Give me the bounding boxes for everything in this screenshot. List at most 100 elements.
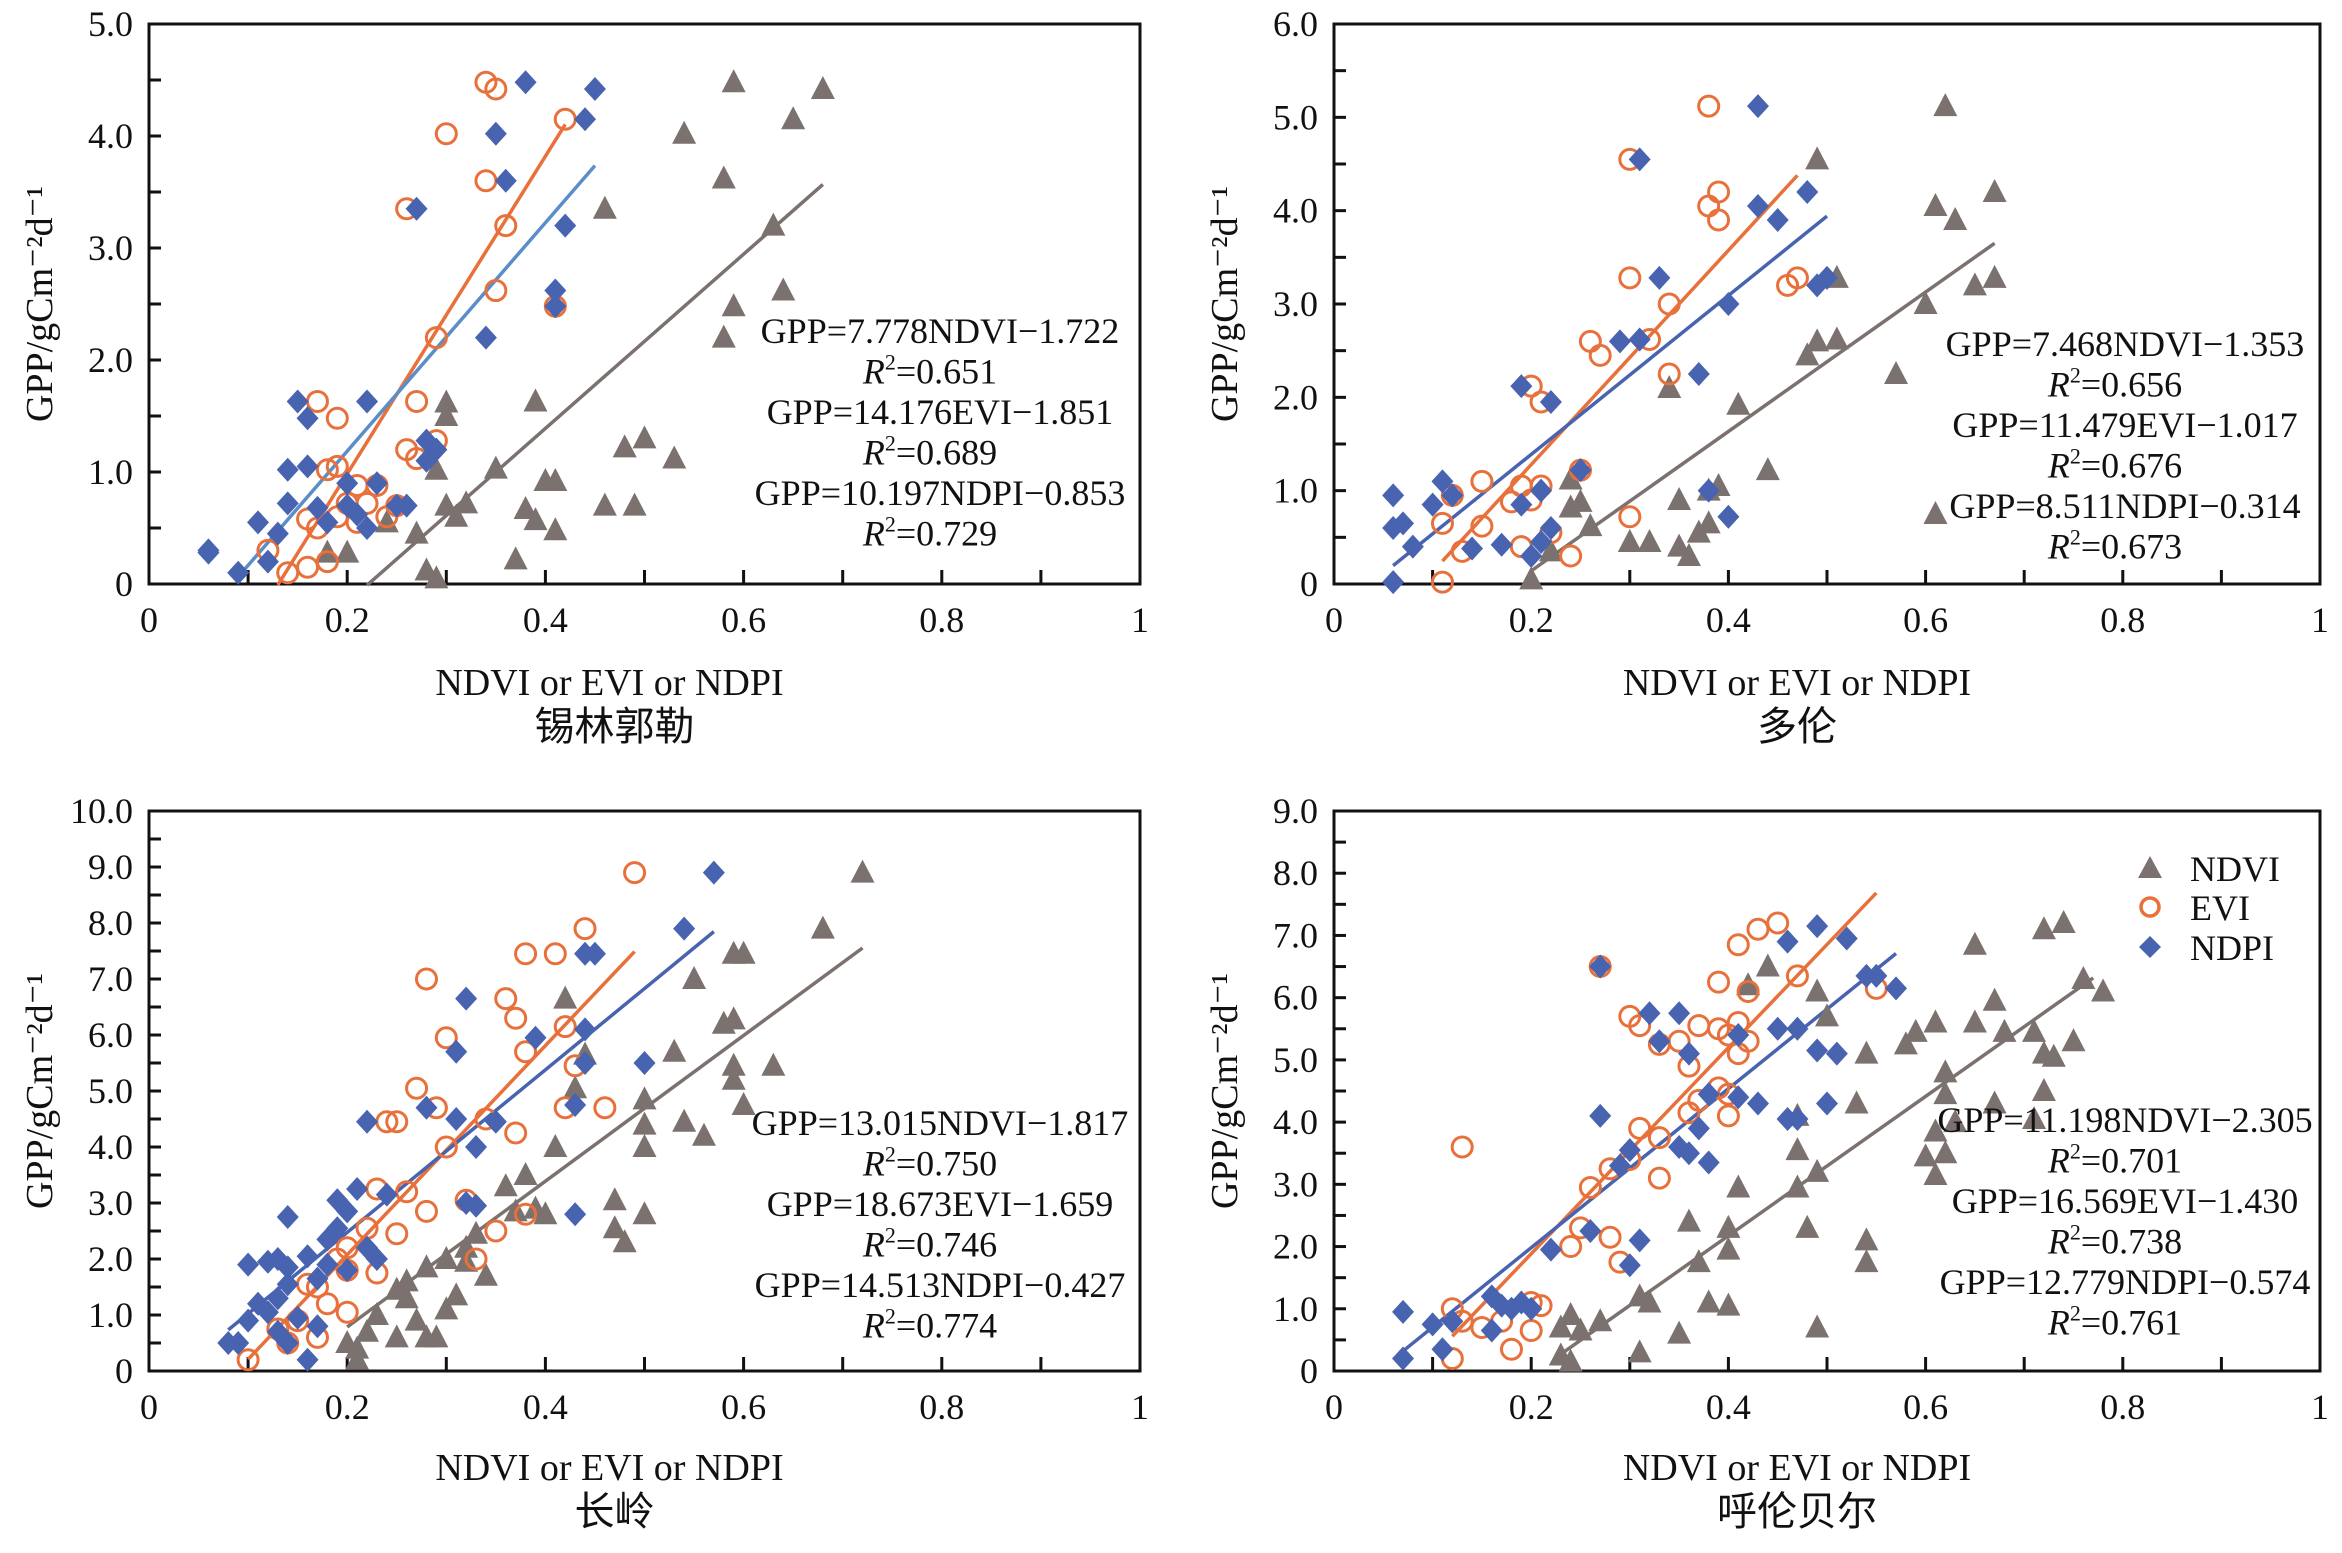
point-evi bbox=[1726, 933, 1750, 957]
point-ndvi bbox=[1824, 326, 1849, 350]
point-ndvi bbox=[345, 1346, 370, 1370]
point-ndpi bbox=[365, 471, 388, 496]
panel-1: 0 1.0 2.0 3.0 4.0 5.0 0 0.2 0.4 0.6 0.8 1 NDVI or EV… bbox=[19, 4, 1149, 749]
point-ndpi bbox=[1885, 976, 1908, 1001]
fit-equation: GPP=12.779NDPI−0.574 bbox=[1940, 1262, 2311, 1302]
point-ndpi bbox=[256, 549, 279, 574]
point-ndvi bbox=[1637, 1289, 1662, 1313]
point-ndvi bbox=[424, 565, 449, 589]
point-ndvi bbox=[632, 1201, 657, 1225]
point-ndvi bbox=[434, 403, 459, 426]
point-ndpi bbox=[356, 1109, 379, 1134]
point-ndvi bbox=[1923, 1009, 1948, 1033]
point-ndvi bbox=[622, 492, 647, 516]
point-ndvi bbox=[632, 1086, 657, 1110]
point-evi bbox=[504, 1006, 528, 1030]
point-ndpi bbox=[1539, 516, 1562, 540]
point-ndvi bbox=[850, 859, 875, 883]
point-ndvi bbox=[533, 1201, 558, 1225]
point-ndpi bbox=[544, 278, 567, 303]
point-ndpi bbox=[276, 1272, 299, 1297]
point-ndpi bbox=[1441, 483, 1464, 508]
y-tick-label: 0 bbox=[115, 564, 133, 604]
point-ndvi bbox=[1588, 1308, 1613, 1332]
point-ndpi bbox=[1816, 1091, 1838, 1116]
point-ndvi bbox=[434, 1296, 459, 1320]
y-tick-label: 5.0 bbox=[1273, 97, 1318, 137]
point-evi bbox=[1707, 208, 1731, 232]
point-evi bbox=[1776, 273, 1800, 297]
point-ndpi bbox=[1628, 327, 1651, 352]
point-evi bbox=[1588, 343, 1612, 367]
point-ndvi bbox=[1726, 391, 1751, 415]
point-ndpi bbox=[1500, 1296, 1523, 1321]
point-evi bbox=[395, 1180, 419, 1204]
point-ndpi bbox=[336, 1258, 359, 1283]
y-tick-label: 1.0 bbox=[1273, 471, 1318, 511]
point-evi bbox=[514, 942, 538, 966]
x-tick-label: 1 bbox=[2311, 600, 2329, 640]
fit-r-squared: R2=0.746 bbox=[862, 1223, 997, 1265]
point-ndpi bbox=[1421, 492, 1444, 517]
point-ndvi bbox=[523, 507, 548, 531]
point-evi bbox=[1618, 266, 1642, 290]
point-ndvi bbox=[810, 915, 835, 939]
point-ndpi bbox=[1589, 1103, 1612, 1128]
legend-label-ndpi: NDPI bbox=[2190, 928, 2274, 968]
point-ndvi bbox=[543, 467, 568, 491]
point-ndpi bbox=[544, 294, 567, 319]
point-evi bbox=[325, 454, 349, 478]
point-evi bbox=[1707, 180, 1731, 204]
point-ndpi bbox=[1648, 1029, 1671, 1054]
point-ndpi bbox=[1806, 914, 1829, 939]
point-ndpi bbox=[306, 495, 329, 520]
point-ndpi bbox=[266, 1286, 289, 1311]
point-ndvi bbox=[761, 1052, 786, 1076]
point-ndvi bbox=[553, 985, 578, 1009]
x-tick-label: 0.2 bbox=[1509, 600, 1554, 640]
series-ndpi bbox=[217, 860, 725, 1372]
point-ndpi bbox=[1589, 954, 1612, 979]
point-evi bbox=[1559, 1235, 1583, 1259]
point-ndpi bbox=[276, 1255, 299, 1280]
point-ndvi bbox=[632, 1134, 657, 1157]
point-evi bbox=[385, 1110, 409, 1134]
point-evi bbox=[405, 1076, 429, 1100]
point-evi bbox=[1657, 292, 1681, 316]
point-ndvi bbox=[1627, 1339, 1652, 1363]
point-ndpi bbox=[365, 1247, 388, 1271]
point-ndvi bbox=[1519, 566, 1544, 590]
point-ndvi bbox=[2091, 978, 2116, 1002]
fit-r-squared: R2=0.701 bbox=[2047, 1139, 2182, 1181]
point-ndvi bbox=[513, 1162, 538, 1185]
point-evi bbox=[414, 1199, 438, 1223]
point-ndvi bbox=[1676, 1208, 1701, 1232]
point-evi bbox=[1657, 362, 1681, 386]
point-ndpi bbox=[1461, 536, 1484, 561]
point-ndvi bbox=[1795, 342, 1820, 366]
point-evi bbox=[1736, 979, 1760, 1003]
point-ndpi bbox=[1638, 1001, 1661, 1026]
point-ndpi bbox=[1727, 1085, 1750, 1110]
point-ndpi bbox=[1628, 1228, 1651, 1253]
point-ndvi bbox=[602, 1215, 627, 1239]
fit-line-ndvi bbox=[365, 183, 825, 587]
point-ndpi bbox=[217, 1331, 240, 1355]
point-ndvi bbox=[1755, 953, 1780, 977]
point-ndpi bbox=[1539, 1237, 1562, 1262]
point-evi bbox=[1578, 1175, 1602, 1199]
y-tick-label: 4.0 bbox=[1273, 191, 1318, 231]
point-ndvi bbox=[1992, 1018, 2017, 1042]
point-ndvi bbox=[711, 324, 736, 348]
point-ndpi bbox=[1717, 504, 1740, 529]
x-tick-label: 1 bbox=[2311, 1387, 2329, 1427]
point-ndvi bbox=[1933, 1059, 1958, 1083]
point-ndpi bbox=[1668, 1001, 1691, 1026]
point-ndpi bbox=[564, 1093, 587, 1117]
fit-line-ndpi bbox=[1401, 952, 1898, 1353]
point-evi bbox=[434, 122, 458, 146]
y-tick-label: 1.0 bbox=[1273, 1289, 1318, 1329]
point-ndvi bbox=[404, 520, 429, 544]
point-ndvi bbox=[721, 1052, 746, 1076]
point-ndpi bbox=[1835, 926, 1858, 951]
